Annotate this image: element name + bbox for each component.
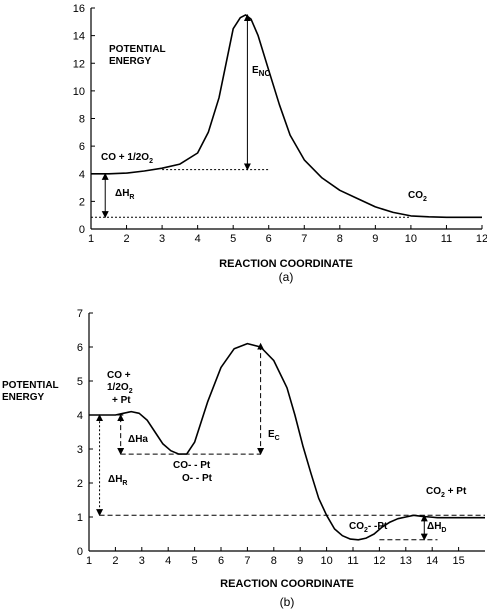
- panel-b-x-tick-label: 7: [244, 555, 250, 567]
- panel-b-x-tick-label: 15: [452, 555, 464, 567]
- panel-a-x-tick-label: 11: [441, 233, 452, 245]
- panel-b-y-tick-label: 5: [77, 376, 83, 388]
- panel-b-delta-label: ΔHR: [108, 474, 127, 487]
- panel-b-barrier-label: EC: [268, 429, 280, 442]
- panel-b-reactant-line-2: 1/2O2: [107, 382, 133, 395]
- panel-b-y-tick-label: 7: [77, 308, 83, 320]
- panel-b-x-tick-label: 4: [165, 555, 171, 567]
- panel-b-y-tick-label: 2: [77, 478, 83, 490]
- panel-b-adsorption-label: ΔHa: [128, 434, 148, 445]
- panel-a-x-tick-label: 7: [301, 233, 307, 245]
- panel-a-caption: (a): [279, 270, 294, 284]
- panel-b-x-tick-label: 6: [218, 555, 224, 567]
- panel-a-y-tick-label: 4: [79, 169, 85, 181]
- panel-b-x-tick-label: 14: [426, 555, 438, 567]
- panel-b-x-tick-label: 13: [400, 555, 412, 567]
- panel-a-y-tick-label: 16: [73, 3, 85, 15]
- panel-a-barrier-label: ENC: [252, 65, 270, 78]
- panel-a-x-tick-label: 9: [372, 233, 378, 245]
- panel-b-y-tick-label: 3: [77, 444, 83, 456]
- panel-b-reactant-line-3: + Pt: [112, 395, 131, 406]
- panel-a-y-tick-label: 10: [73, 86, 85, 98]
- panel-a-xlabel: REACTION COORDINATE: [219, 258, 353, 270]
- panel-a-y-tick-label: 8: [79, 114, 85, 126]
- panel-a-x-tick-label: 4: [195, 233, 201, 245]
- panel-b-energy-curve: [89, 342, 485, 541]
- panel-b-product-label: CO2 + Pt: [426, 486, 467, 499]
- panel-b-x-tick-label: 12: [373, 555, 385, 567]
- panel-b-y-tick-label: 6: [77, 342, 83, 354]
- panel-a-x-tick-label: 2: [123, 233, 129, 245]
- panel-a-x-tick-label: 8: [337, 233, 343, 245]
- panel-b-x-tick-label: 10: [320, 555, 332, 567]
- panel-a-x-tick-label: 6: [266, 233, 272, 245]
- panel-b-intermediate-2: O- - Pt: [182, 473, 213, 484]
- panel-b-x-tick-label: 5: [192, 555, 198, 567]
- panel-b-y-tick-label: 0: [77, 546, 83, 558]
- panel-b-intermediate-1: CO- - Pt: [173, 460, 211, 471]
- panel-b-adsorbed-product-label: CO2- -Pt: [349, 521, 388, 534]
- panel-b-x-tick-label: 9: [297, 555, 303, 567]
- panel-a-y-tick-label: 2: [79, 196, 85, 208]
- panel-b-ylabel-2: ENERGY: [2, 392, 45, 403]
- panel-a-reactant-label: CO + 1/2O2: [101, 152, 153, 165]
- panel-b-caption: (b): [280, 595, 295, 609]
- panel-a-x-tick-label: 3: [159, 233, 165, 245]
- panel-b-y-tick-label: 1: [77, 512, 83, 524]
- panel-a-x-tick-label: 1: [88, 233, 94, 245]
- panel-b-x-tick-label: 3: [139, 555, 145, 567]
- panel-b-ylabel-1: POTENTIAL: [2, 380, 59, 391]
- panel-a-y-tick-label: 6: [79, 141, 85, 153]
- panel-a-product-label: CO2: [408, 190, 427, 203]
- panel-b-reactant-line-1: CO +: [107, 370, 131, 381]
- panel-b-x-tick-label: 8: [271, 555, 277, 567]
- panel-a-y-tick-label: 12: [73, 58, 85, 70]
- panel-a-delta-label: ΔHR: [115, 188, 134, 201]
- panel-b-x-tick-label: 1: [86, 555, 92, 567]
- panel-b-y-tick-label: 4: [77, 410, 83, 422]
- panel-b-xlabel: REACTION COORDINATE: [220, 578, 354, 590]
- panel-a-curve-layer: [91, 14, 482, 219]
- panel-a-x-tick-label: 10: [405, 233, 417, 245]
- panel-a-ylabel-1: POTENTIAL: [109, 44, 166, 55]
- panel-a-x-tick-label: 5: [230, 233, 236, 245]
- panel-a-y-tick-label: 14: [73, 31, 85, 43]
- panel-b-x-tick-label: 11: [347, 555, 358, 567]
- panel-a-energy-curve: [91, 14, 482, 219]
- panel-b-desorption-label: ΔHD: [427, 521, 446, 534]
- panel-a-y-tick-label: 0: [79, 224, 85, 236]
- panel-a-ylabel-2: ENERGY: [109, 56, 152, 67]
- panel-a-x-tick-label: 12: [476, 233, 487, 245]
- panel-b-x-tick-label: 2: [112, 555, 118, 567]
- panel-b-curve-layer: [89, 342, 485, 541]
